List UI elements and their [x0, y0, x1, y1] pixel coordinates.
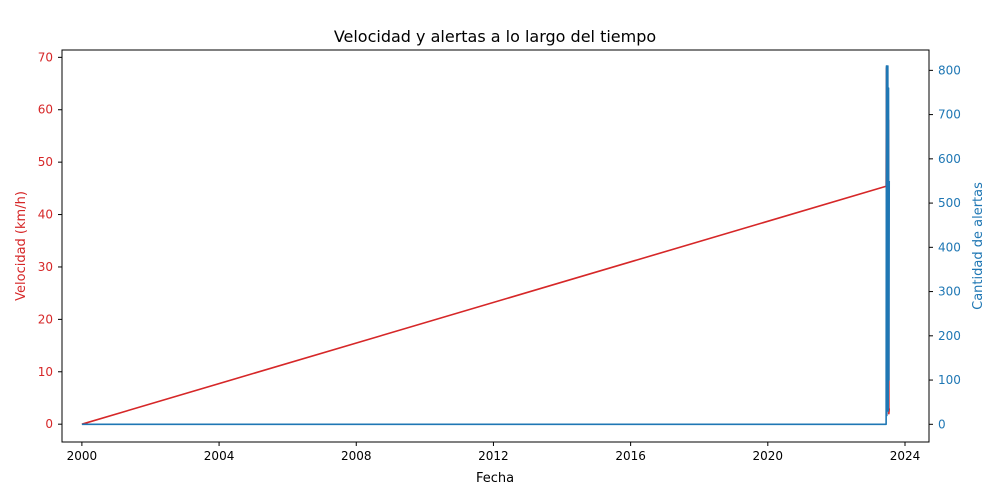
y-right-tick-label: 400 [938, 240, 961, 254]
y-right-tick-label: 700 [938, 108, 961, 122]
x-tick-label: 2024 [890, 449, 921, 463]
x-tick-label: 2000 [67, 449, 98, 463]
y-axis-left: 0 10 20 30 40 50 60 70 [38, 50, 62, 431]
y-left-tick-label: 40 [38, 208, 53, 222]
series-line-velocidad [81, 67, 891, 425]
y-right-tick-label: 200 [938, 329, 961, 343]
y-right-tick-label: 300 [938, 285, 961, 299]
y-left-tick-label: 70 [38, 50, 53, 64]
y-left-tick-label: 20 [38, 312, 53, 326]
y-left-tick-label: 0 [45, 417, 53, 431]
x-tick-label: 2008 [341, 449, 372, 463]
chart-title: Velocidad y alertas a lo largo del tiemp… [334, 27, 656, 46]
y-axis-right-label: Cantidad de alertas [971, 182, 986, 310]
y-left-tick-label: 30 [38, 260, 53, 274]
x-tick-label: 2016 [615, 449, 646, 463]
x-axis: 2000 2004 2008 2012 2016 2020 2024 [67, 442, 921, 463]
x-axis-label: Fecha [476, 471, 514, 486]
y-left-tick-label: 10 [38, 365, 53, 379]
y-left-tick-label: 60 [38, 103, 53, 117]
y-right-tick-label: 500 [938, 196, 961, 210]
y-axis-right: 0 100 200 300 400 500 600 700 800 [929, 63, 961, 431]
series-line-alertas [81, 65, 891, 426]
x-tick-label: 2020 [753, 449, 784, 463]
y-left-tick-label: 50 [38, 155, 53, 169]
x-tick-label: 2004 [204, 449, 235, 463]
plot-frame [61, 49, 930, 443]
y-right-tick-label: 800 [938, 63, 961, 77]
plot-area [61, 49, 930, 443]
y-right-tick-label: 100 [938, 373, 961, 387]
y-axis-left-label: Velocidad (km/h) [14, 191, 29, 301]
y-right-tick-label: 0 [938, 417, 946, 431]
y-right-tick-label: 600 [938, 152, 961, 166]
x-tick-label: 2012 [478, 449, 509, 463]
